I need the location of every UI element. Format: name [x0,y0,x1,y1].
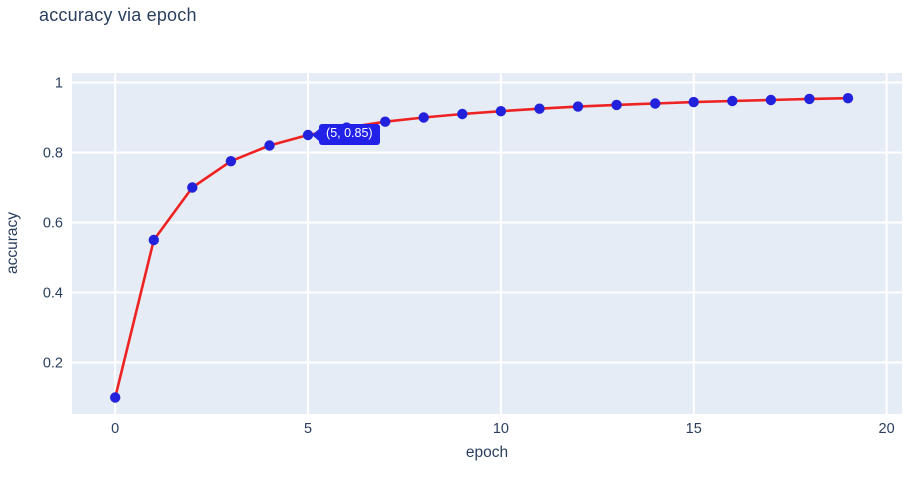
data-point-marker[interactable] [727,95,738,107]
y-tick-label: 1 [55,75,63,91]
data-point-marker[interactable] [688,96,699,108]
y-tick-label: 0.8 [43,145,63,161]
x-axis-title: epoch [465,444,509,461]
y-tick-label: 0.6 [43,215,63,231]
data-point-marker[interactable] [765,94,777,106]
plot-area[interactable] [72,73,902,414]
x-tick-label: 20 [879,421,895,437]
y-axis-title: accuracy [4,211,21,275]
x-tick-label: 15 [686,421,702,437]
data-point-marker[interactable] [110,392,121,403]
data-point-marker[interactable] [148,234,159,246]
data-point-marker[interactable] [534,103,545,114]
data-point-marker[interactable] [264,140,275,151]
data-point-marker[interactable] [495,106,507,117]
data-point-marker[interactable] [302,129,314,141]
data-point-marker[interactable] [187,182,198,193]
data-point-marker[interactable] [572,101,584,112]
x-tick-label: 0 [111,421,119,437]
data-point-marker[interactable] [380,116,391,127]
y-tick-label: 0.2 [43,356,63,372]
data-point-marker[interactable] [457,108,468,120]
data-point-marker[interactable] [611,99,622,111]
annotation-label: (5, 0.85) [326,126,373,141]
data-point-marker[interactable] [225,156,237,167]
x-tick-label: 10 [493,421,509,437]
point-annotation: (5, 0.85) [319,124,380,146]
data-point-marker[interactable] [842,93,854,104]
x-tick-label: 5 [304,421,312,437]
data-point-marker[interactable] [804,93,815,105]
y-tick-label: 0.4 [43,286,63,302]
series-line [113,96,850,399]
chart-title: accuracy via epoch [39,5,197,25]
data-point-marker[interactable] [418,112,429,123]
data-point-marker[interactable] [650,98,661,109]
